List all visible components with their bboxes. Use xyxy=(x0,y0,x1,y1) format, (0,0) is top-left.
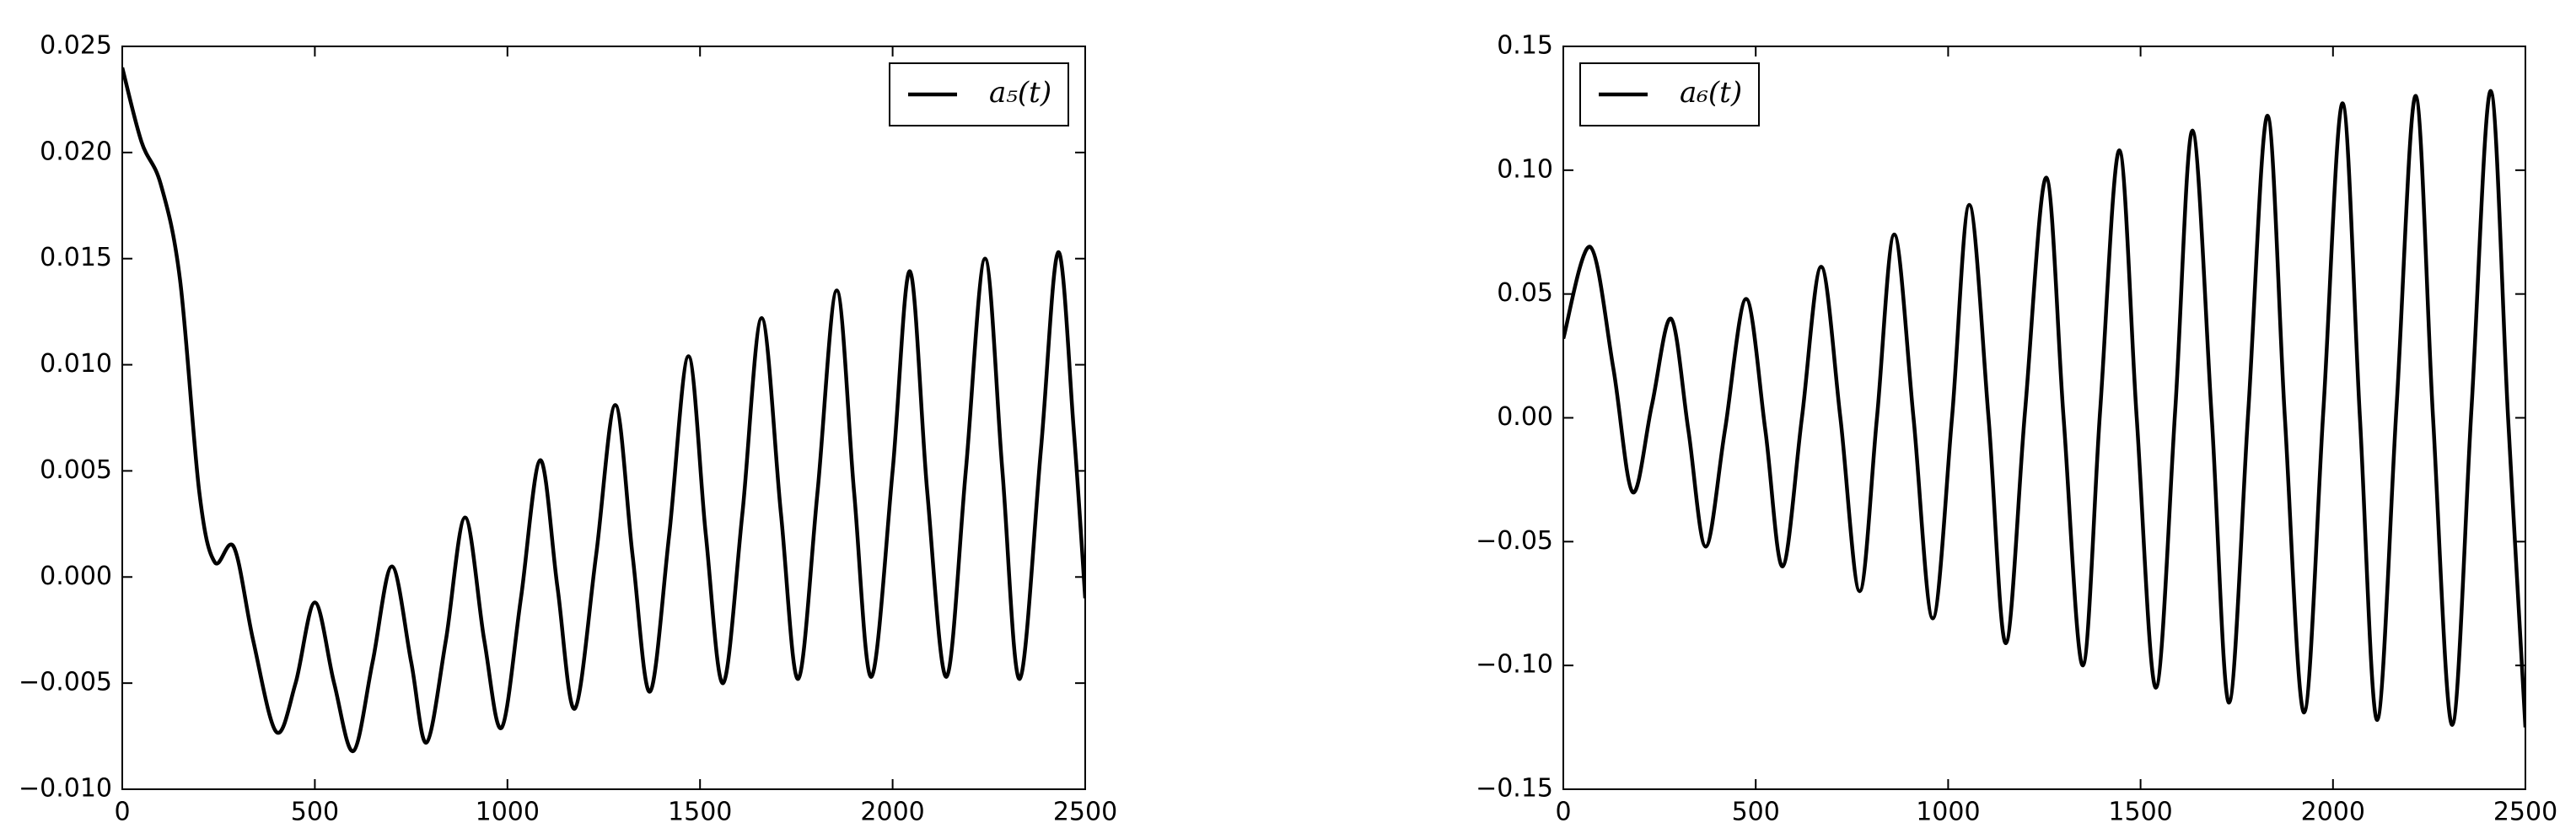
x-tick-label: 2000 xyxy=(860,798,924,827)
legend-label: a₅(t) xyxy=(989,76,1051,110)
x-tick-label: 1500 xyxy=(2108,798,2172,827)
axes-frame xyxy=(121,46,1086,790)
axes-frame xyxy=(1562,46,2526,790)
x-tick-label: 0 xyxy=(1555,798,1571,827)
x-tick-label: 2500 xyxy=(1053,798,1117,827)
x-tick-label: 0 xyxy=(114,798,130,827)
x-tick-label: 1000 xyxy=(1916,798,1980,827)
line xyxy=(1563,89,2525,728)
y-tick-label: −0.10 xyxy=(1476,650,1553,680)
x-tick-label: 500 xyxy=(291,798,339,827)
y-tick-label: 0.025 xyxy=(40,31,112,61)
y-tick-label: 0.10 xyxy=(1497,154,1553,184)
y-tick-label: 0.00 xyxy=(1497,402,1553,432)
y-tick-label: 0.15 xyxy=(1497,31,1553,61)
y-tick-label: −0.15 xyxy=(1476,774,1553,804)
legend-label: a₆(t) xyxy=(1680,76,1742,110)
y-tick-label: −0.05 xyxy=(1476,526,1553,556)
y-tick-label: 0.005 xyxy=(40,455,112,485)
x-tick-label: 1000 xyxy=(476,798,540,827)
y-tick-label: 0.000 xyxy=(40,562,112,591)
y-tick-label: 0.010 xyxy=(40,349,112,379)
y-tick-label: −0.010 xyxy=(19,774,112,804)
y-tick-label: 0.05 xyxy=(1497,278,1553,308)
x-tick-label: 2000 xyxy=(2301,798,2365,827)
y-tick-label: 0.020 xyxy=(40,137,112,166)
y-tick-label: 0.015 xyxy=(40,243,112,272)
x-tick-label: 2500 xyxy=(2493,798,2557,827)
line xyxy=(122,67,1085,753)
y-tick-label: −0.005 xyxy=(19,668,112,697)
x-tick-label: 500 xyxy=(1732,798,1780,827)
x-tick-label: 1500 xyxy=(668,798,732,827)
